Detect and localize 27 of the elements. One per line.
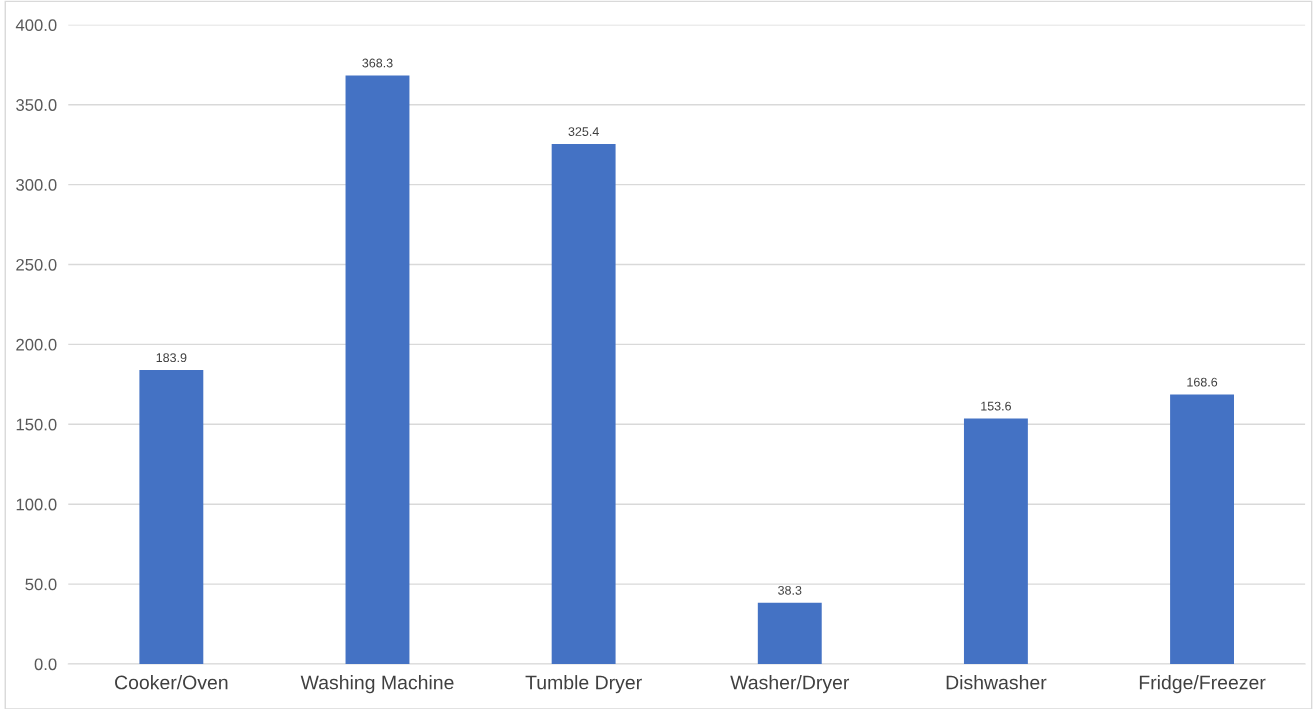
y-tick-label: 400.0 <box>15 19 57 32</box>
bar <box>551 144 616 664</box>
y-tick-label: 100.0 <box>16 498 57 511</box>
data-label: 325.4 <box>568 127 599 136</box>
y-tick-label: 350.0 <box>16 99 57 111</box>
x-tick-label: Dishwasher <box>946 675 1047 690</box>
data-label: 368.3 <box>362 58 393 68</box>
bar <box>139 370 204 664</box>
bar <box>1170 394 1234 664</box>
y-tick-label: 200.0 <box>16 338 57 351</box>
x-tick-label: Tumble Dryer <box>525 675 642 694</box>
data-label: 168.6 <box>1187 377 1218 387</box>
y-tick-label: 300.0 <box>16 179 57 191</box>
y-tick-label: 150.0 <box>16 418 57 431</box>
data-label: 38.3 <box>778 585 802 595</box>
x-tick-label: Cooker/Oven <box>115 675 228 690</box>
x-tick-label: Fridge/Freezer <box>1139 675 1266 694</box>
x-tick-label: Washer/Dryer <box>730 675 850 694</box>
y-tick-label: 50.0 <box>25 578 57 591</box>
y-tick-label: 0.0 <box>34 658 57 671</box>
bar <box>345 75 410 664</box>
x-tick-label: Washing Machine <box>300 675 454 694</box>
bar <box>963 418 1028 664</box>
data-label: 153.6 <box>981 401 1011 411</box>
bar <box>757 602 822 664</box>
y-tick-label: 250.0 <box>16 258 57 271</box>
data-label: 183.9 <box>156 353 187 363</box>
